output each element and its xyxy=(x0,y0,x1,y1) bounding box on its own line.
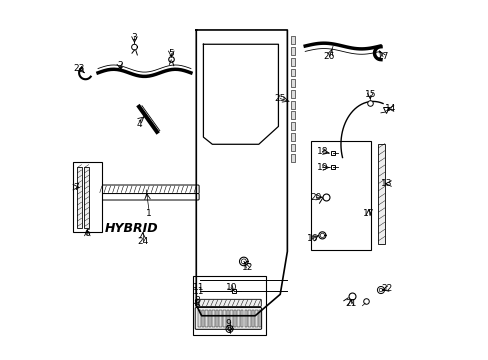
Text: 25: 25 xyxy=(274,94,285,103)
Text: 1: 1 xyxy=(145,210,151,219)
Bar xyxy=(290,122,295,130)
FancyBboxPatch shape xyxy=(73,162,102,232)
Bar xyxy=(219,310,222,327)
Bar xyxy=(233,310,236,327)
Text: 18: 18 xyxy=(316,147,327,156)
Bar xyxy=(201,310,203,327)
Text: 4: 4 xyxy=(136,120,142,129)
Bar xyxy=(237,310,240,327)
Bar xyxy=(290,68,295,76)
Bar xyxy=(205,310,207,327)
Text: 26: 26 xyxy=(323,52,334,61)
FancyBboxPatch shape xyxy=(97,185,199,194)
FancyBboxPatch shape xyxy=(195,299,261,306)
Bar xyxy=(198,310,200,327)
Text: 16: 16 xyxy=(306,234,318,243)
Bar xyxy=(77,167,81,228)
Bar xyxy=(290,47,295,55)
Bar xyxy=(290,133,295,141)
Text: 8: 8 xyxy=(194,296,200,305)
Bar xyxy=(258,310,261,327)
Text: 10: 10 xyxy=(226,283,237,292)
Text: 5: 5 xyxy=(168,49,174,58)
Text: HYBRID: HYBRID xyxy=(105,222,159,235)
Text: 11: 11 xyxy=(193,287,204,296)
Bar xyxy=(290,154,295,162)
Text: 21: 21 xyxy=(345,299,356,308)
Bar xyxy=(208,310,211,327)
Text: 12: 12 xyxy=(241,263,252,272)
Bar xyxy=(230,310,232,327)
FancyBboxPatch shape xyxy=(195,307,261,329)
Bar xyxy=(290,144,295,152)
Bar xyxy=(255,310,257,327)
Bar xyxy=(378,144,384,244)
Text: 23: 23 xyxy=(74,64,85,73)
Bar xyxy=(290,58,295,66)
Text: 9: 9 xyxy=(225,319,231,328)
Bar xyxy=(290,101,295,109)
Text: 17: 17 xyxy=(362,210,374,219)
Bar xyxy=(84,167,88,228)
Text: 19: 19 xyxy=(316,163,327,172)
Text: 20: 20 xyxy=(309,193,321,202)
Bar xyxy=(223,310,225,327)
Bar xyxy=(212,310,214,327)
Text: 14: 14 xyxy=(385,104,396,113)
Bar xyxy=(290,111,295,119)
Bar xyxy=(241,310,243,327)
Bar xyxy=(290,90,295,98)
Bar xyxy=(247,310,250,327)
Text: 3: 3 xyxy=(131,33,137,42)
Text: 2: 2 xyxy=(117,61,123,70)
Bar xyxy=(290,36,295,44)
Bar xyxy=(251,310,254,327)
Text: 24: 24 xyxy=(137,237,148,246)
Text: 22: 22 xyxy=(380,284,391,293)
Text: 11: 11 xyxy=(193,283,204,292)
FancyBboxPatch shape xyxy=(310,141,370,249)
Bar xyxy=(290,79,295,87)
Text: 6: 6 xyxy=(84,229,90,238)
Text: 27: 27 xyxy=(377,52,388,61)
Bar xyxy=(216,310,218,327)
Bar xyxy=(244,310,246,327)
Text: 13: 13 xyxy=(380,179,392,188)
Text: 7: 7 xyxy=(73,183,79,192)
Bar xyxy=(226,310,229,327)
FancyBboxPatch shape xyxy=(192,276,265,336)
Text: 15: 15 xyxy=(364,90,375,99)
FancyBboxPatch shape xyxy=(97,194,199,200)
